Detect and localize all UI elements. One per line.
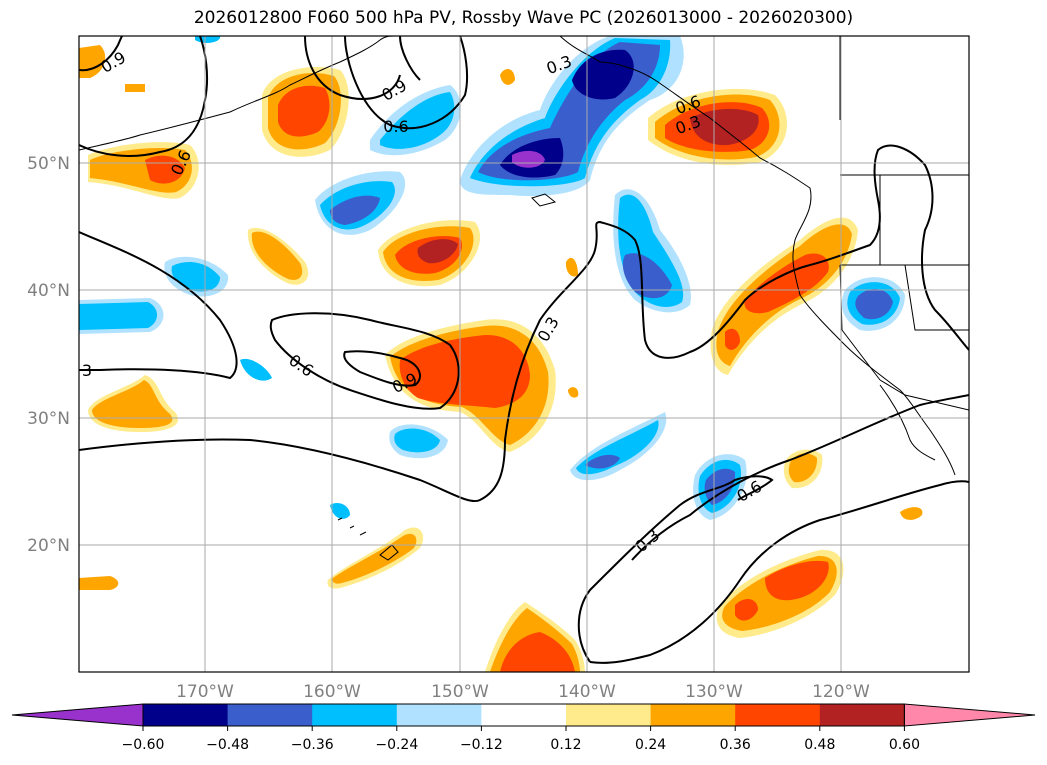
contour-0.9 (79, 36, 123, 72)
colorbar-segment (143, 704, 229, 726)
contour-0.3 (809, 144, 969, 351)
anomaly-negative (330, 503, 350, 519)
hawaiian-islands (337, 517, 367, 536)
lat-tick-labels: 50°N 40°N 30°N 20°N (27, 154, 70, 556)
lat-tick-label: 20°N (27, 536, 70, 556)
colorbar-tick-label: 0.48 (804, 737, 835, 753)
anomaly-positive (332, 533, 417, 584)
colorbar-segment (650, 704, 736, 726)
map-frame (78, 35, 970, 673)
anomaly-positive (690, 108, 759, 146)
colorbar-segment (735, 704, 821, 726)
lon-tick-label: 160°W (303, 682, 361, 702)
colorbar-segment (227, 704, 313, 726)
anomaly-positive (500, 632, 575, 672)
contour-0.3 (589, 480, 969, 664)
anomaly-positive (125, 84, 145, 92)
colorbar-segment (396, 704, 482, 726)
anomaly-positive (725, 328, 740, 350)
lon-tick-label: 140°W (558, 682, 616, 702)
colorbar-segment (481, 704, 567, 726)
colorbar-tick-label: −0.24 (375, 737, 418, 753)
island-hawaii (379, 544, 399, 561)
contour-0.3 (631, 394, 969, 561)
colorbar-segment (819, 704, 905, 726)
colorbar-segment (312, 704, 398, 726)
lon-tick-label: 170°W (176, 682, 234, 702)
colorbar-tick-label: 0.12 (550, 737, 581, 753)
contour-0.6 (344, 36, 469, 130)
anomaly-positive (251, 231, 303, 280)
anomaly-positive (79, 576, 119, 590)
anomaly-positive (500, 68, 515, 85)
north-america-west-coast (559, 36, 956, 476)
lon-tick-label: 120°W (812, 682, 870, 702)
anomaly-positive (278, 85, 330, 137)
contour-0.9 (304, 36, 401, 100)
colorbar-tick-label: 0.60 (889, 737, 920, 753)
anomaly-negative (330, 195, 380, 225)
anomaly-negative (394, 428, 440, 453)
anomaly-negative (240, 358, 272, 381)
alaska-peninsula-coast (79, 36, 396, 151)
us-mexico-border (879, 379, 969, 411)
anomaly-positive (788, 453, 818, 483)
colorbar-tick-label: 0.24 (635, 737, 666, 753)
colorbar-frame (142, 703, 905, 727)
map-title: 2026012800 F060 500 hPa PV, Rossby Wave … (193, 8, 854, 28)
anomaly-positive (568, 387, 579, 398)
contour-0.3 (79, 231, 238, 380)
lat-tick-label: 50°N (27, 154, 70, 174)
contour-0.6 (79, 36, 209, 157)
islands (337, 193, 557, 561)
lon-tick-label: 150°W (431, 682, 489, 702)
contour-0.9 (399, 36, 421, 81)
lat-tick-label: 30°N (27, 409, 70, 429)
lon-tick-label: 130°W (685, 682, 743, 702)
island-small (531, 193, 557, 207)
colorbar-segment (566, 704, 652, 726)
anomaly-positive (765, 560, 829, 601)
anomaly-negative (79, 302, 157, 330)
colorbar-extend-min (11, 703, 144, 727)
anomaly-positive (399, 334, 530, 408)
lon-tick-labels: 170°W 160°W 150°W 140°W 130°W 120°W (176, 682, 870, 702)
colorbar-tick-label: −0.60 (122, 737, 165, 753)
colorbar-tick-label: 0.36 (720, 737, 751, 753)
colorbar-extend-max (903, 703, 1036, 727)
contour-0.6 (577, 475, 774, 663)
anomaly-positive (417, 239, 458, 264)
colorbar: −0.60 −0.48 −0.36 −0.24 −0.12 0.12 0.24 0.36 0.4… (11, 703, 1036, 753)
anomaly-negative (855, 289, 893, 320)
colorbar-tick-label: −0.12 (460, 737, 503, 753)
colorbar-tick-label: −0.36 (291, 737, 334, 753)
anomaly-negative (585, 454, 620, 469)
baja-gulf-coast (879, 384, 936, 461)
gridlines (79, 36, 969, 672)
anomaly-positive (744, 253, 829, 314)
anomaly-positive (900, 507, 923, 520)
contour-label: 0.6 (383, 117, 408, 136)
contours (79, 36, 969, 664)
anomaly-negative (512, 150, 545, 168)
contour-0.9 (343, 350, 421, 387)
lat-tick-label: 40°N (27, 281, 70, 301)
anomaly-positive (735, 598, 758, 621)
contour-label: 3 (82, 361, 92, 380)
anomaly-negative (622, 253, 672, 299)
contour-0.3 (79, 220, 811, 503)
colorbar-tick-label: −0.48 (206, 737, 249, 753)
anomaly-positive (92, 380, 173, 428)
anomaly-negative (380, 92, 455, 149)
anomaly-positive (565, 257, 578, 277)
contour-0.6 (269, 312, 460, 410)
